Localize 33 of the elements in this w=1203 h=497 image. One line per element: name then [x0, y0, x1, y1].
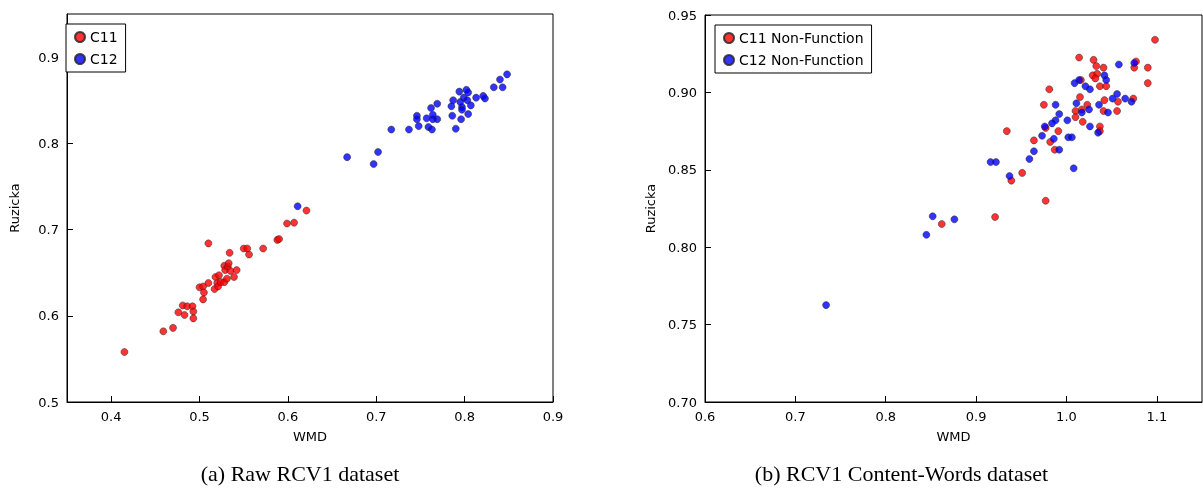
x-tick-label: 0.8 [875, 409, 897, 424]
y-tick-label: 0.5 [38, 394, 59, 410]
text: (a) Raw RCV1 dataset [200, 460, 400, 486]
y-tick-label: 0.70 [668, 394, 697, 410]
legend-label: C12 Non-Function [739, 52, 864, 68]
x-tick-label: 0.8 [454, 409, 475, 424]
x-tick-label: 0.7 [365, 409, 387, 424]
y-axis-title: Ruzicka [643, 183, 659, 234]
y-axis-title: Ruzicka [7, 183, 22, 233]
x-tick-label: 0.7 [785, 409, 806, 424]
x-tick-label: 1.0 [1056, 409, 1077, 424]
x-tick-label: 0.5 [189, 409, 210, 424]
x-axis-title: WMD [936, 429, 971, 444]
legend-label: C12 [90, 51, 118, 67]
x-tick-label: 0.9 [965, 409, 987, 424]
y-tick-label: 0.6 [38, 308, 59, 324]
text: (b) RCV1 Content-Words dataset [754, 460, 1049, 486]
x-tick-label: 0.6 [277, 409, 299, 424]
y-tick-label: 0.80 [668, 239, 697, 255]
legend-label: C11 [90, 29, 118, 45]
x-axis-title: WMD [292, 429, 328, 444]
x-tick-label: 0.4 [100, 409, 122, 424]
x-tick-label: 0.6 [694, 409, 716, 424]
y-tick-label: 0.85 [668, 162, 697, 178]
x-tick-label: 0.9 [542, 409, 564, 424]
y-tick-label: 0.90 [668, 84, 697, 100]
x-tick-label: 1.1 [1146, 409, 1168, 424]
legend-label: C11 Non-Function [739, 30, 864, 46]
y-tick-label: 0.8 [38, 135, 59, 151]
y-tick-label: 0.75 [668, 317, 697, 333]
y-tick-label: 0.95 [668, 7, 697, 23]
y-tick-label: 0.7 [38, 222, 59, 238]
y-tick-label: 0.9 [38, 49, 59, 65]
